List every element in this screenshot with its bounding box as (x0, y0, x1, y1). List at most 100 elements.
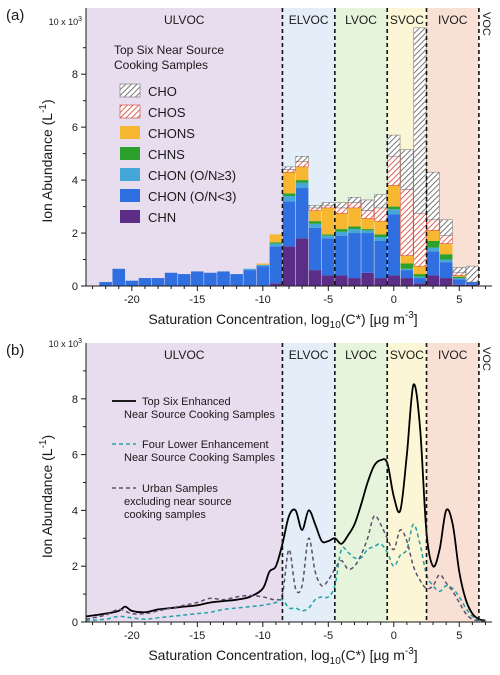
bar-chn (361, 272, 374, 286)
bar-chn (426, 275, 440, 286)
bar-chos (295, 161, 309, 168)
bar-chon-o-n-3- (191, 271, 204, 286)
panel-b-y-axis-label-sup: -1 (38, 439, 49, 448)
bar-cho (282, 166, 296, 170)
bar-chn (322, 275, 335, 286)
bar-chn (269, 283, 283, 286)
legend-label-cho: CHO (148, 84, 177, 99)
bar-chon-o-n-3- (99, 282, 112, 286)
panel-a-y-tick-label: 4 (72, 175, 78, 187)
panel-b-y-tick-label: 6 (72, 450, 78, 462)
bar-chon-o-n-3- (295, 188, 309, 239)
bar-chns (335, 229, 348, 232)
bar-cho (347, 197, 362, 203)
bar-chns (452, 276, 466, 279)
bar-chon-o-n-3- (426, 251, 440, 276)
bar-chon-o-n-3- (400, 270, 414, 279)
panel-a-x-tick-label: 0 (391, 294, 397, 306)
bar-chon-o-n-3- (230, 274, 243, 286)
legend-label-line: cooking samples (124, 509, 206, 521)
panel-b-x-tick-label: 5 (456, 630, 462, 642)
panel-b-region-ulvoc (86, 343, 283, 622)
bar-chns (439, 254, 453, 260)
bar-chon-o-n-3- (308, 223, 322, 228)
panel-a-x-tick-label: 5 (456, 294, 462, 306)
panel-b-y-tick-label: 0 (72, 617, 78, 629)
panel-a-label: (a) (6, 7, 24, 24)
bar-chn (387, 275, 401, 286)
bar-chon-o-n-3- (177, 274, 191, 286)
bar-chos (413, 212, 427, 267)
bar-chons (400, 255, 414, 264)
panel-b-x-axis-label-tail: (C*) [µg m (341, 647, 405, 663)
panel-a-x-axis-label: Saturation Concentration, log10(C*) [µg … (148, 310, 417, 331)
panel-a-axes: -20 -15 -10 -5 0 5 0 2 4 6 8 10 x 103 Saturation Con… (38, 8, 492, 331)
bar-chon-o-n-3- (439, 259, 453, 263)
panel-b-y-tick-label: 2 (72, 561, 78, 573)
bar-chon-o-n-3- (413, 278, 427, 284)
panel-a-region-ulvoc (86, 8, 283, 286)
panel-b-x-axis-label-sup: -3 (405, 646, 414, 657)
panel-b-region-label-ulvoc: ULVOC (164, 348, 205, 362)
bar-chon-o-n-3- (269, 246, 283, 284)
bar-chons (282, 172, 296, 194)
bar-chon-o-n-3- (413, 276, 427, 279)
panel-b-x-tick-label: -10 (255, 630, 271, 642)
panel-a-x-axis-label-sup: -3 (405, 310, 414, 321)
bar-chons (426, 230, 440, 241)
bar-chos (334, 207, 348, 214)
bar-chons (439, 243, 453, 255)
bar-chon-o-n-3- (112, 268, 126, 286)
bar-chons (308, 210, 322, 222)
bar-chon-o-n-3- (138, 278, 152, 286)
panel-b-x-tick-label: -15 (189, 630, 205, 642)
panel-a-y-tick-label: 6 (72, 122, 78, 134)
legend-swatch-chons (120, 126, 140, 139)
bar-chos (361, 210, 375, 219)
legend-label-line: Four Lower Enhancement (142, 439, 269, 451)
panel-a: ULVOC ELVOC LVOC SVOC IVOC VOC -20 -15 -10 -5 0 5 0… (6, 7, 492, 331)
bar-chon-o-n-3- (282, 195, 296, 202)
series-line-1 (85, 523, 486, 623)
bar-chn (308, 270, 322, 286)
panel-a-y-multiplier: 10 x 103 (49, 16, 83, 27)
bar-chn (413, 283, 427, 286)
bar-chon-o-n-3- (243, 270, 256, 286)
panel-b-x-tick-label: -5 (323, 630, 333, 642)
panel-b-region-ivoc (426, 343, 479, 622)
bar-chon-o-n-3- (256, 266, 270, 286)
bar-chon-o-n-3- (269, 243, 283, 247)
panel-b-y-axis-label: Ion Abundance (L-1) (38, 435, 55, 558)
bar-chon-o-n-3- (452, 278, 466, 280)
bar-cho (452, 267, 466, 274)
panel-b: ULVOC ELVOC LVOC SVOC IVOC VOC -20 -15 -10 -5 0 5 0… (6, 338, 492, 667)
bar-chon-o-n-3- (374, 240, 387, 279)
bar-chn (466, 284, 479, 286)
panel-a-x-axis-label-end: ] (414, 311, 418, 327)
panel-a-y-axis-label-end: ) (39, 99, 55, 104)
legend-label-line: Near Source Cooking Samples (124, 452, 276, 464)
bar-chon-o-n-3- (282, 201, 296, 247)
panel-a-x-tick-label: -20 (124, 294, 140, 306)
panel-a-region-label-ulvoc: ULVOC (164, 13, 205, 27)
bar-chons (374, 221, 387, 235)
bar-chn (282, 246, 296, 286)
bar-chns (308, 221, 322, 224)
panel-b-y-axis-label-end: ) (39, 435, 55, 440)
series-line-0 (85, 383, 486, 622)
bar-chos (321, 204, 335, 209)
bar-chns (374, 234, 387, 238)
legend-title-line: Top Six Near Source (114, 43, 224, 57)
panel-a-boundaries (281, 8, 480, 286)
panel-b-x-tick-label: -20 (124, 630, 140, 642)
bar-chon-o-n-3- (322, 238, 335, 276)
bar-chons (361, 218, 374, 230)
panel-b-region-label-voc: VOC (480, 347, 492, 371)
panel-b-region-label-lvoc: LVOC (345, 348, 377, 362)
panel-b-y-tick-label: 4 (72, 505, 78, 517)
bar-chon-o-n-3- (125, 280, 139, 286)
bar-chn (348, 278, 361, 286)
panel-b-region-lvoc (334, 343, 388, 622)
legend-label-chos: CHOS (148, 105, 186, 120)
